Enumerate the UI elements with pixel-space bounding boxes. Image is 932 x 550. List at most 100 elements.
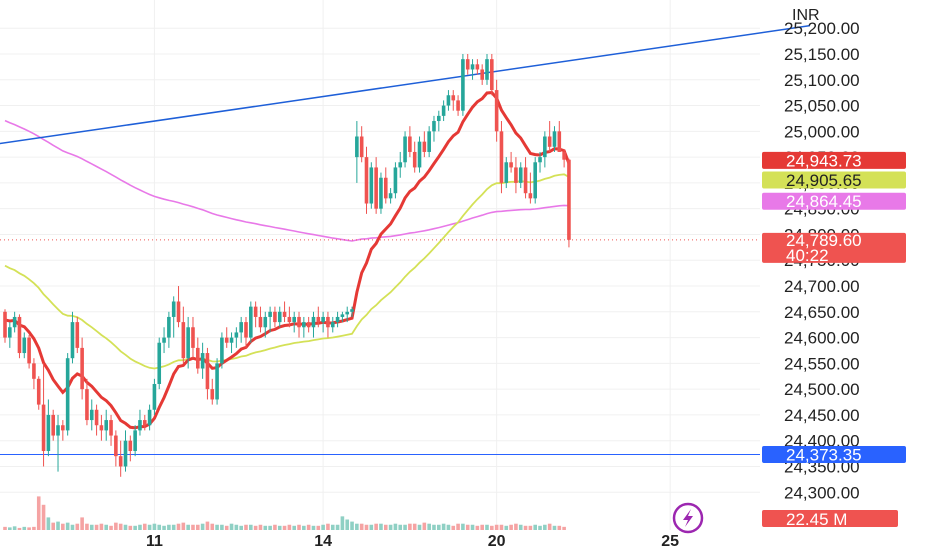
grid (0, 0, 760, 530)
candle-body (528, 193, 533, 199)
volume-bar (114, 522, 118, 530)
candle-body (268, 311, 272, 317)
volume-bar (504, 525, 509, 530)
volume-bar (205, 521, 210, 530)
time-axis[interactable]: 11 14 20 25 (146, 533, 679, 550)
candle-body (302, 322, 306, 328)
volume-bar (22, 526, 27, 530)
candle-body (167, 316, 171, 338)
volume-bar (514, 523, 518, 530)
volume-bar (200, 523, 205, 530)
volume-bar (220, 524, 224, 530)
volume-bar (239, 525, 243, 530)
candle-body (85, 389, 89, 421)
volume-bar (56, 521, 60, 530)
candle-body (485, 59, 489, 80)
volume-bar (547, 523, 552, 530)
candle-body (229, 337, 234, 343)
svg-text:24,864.45: 24,864.45 (786, 192, 862, 211)
volume-bar (162, 525, 166, 530)
volume-bar (27, 527, 31, 530)
volume-bar (287, 524, 292, 530)
candle-body (65, 358, 70, 431)
candle-body (475, 64, 480, 70)
volume-bar (485, 524, 489, 530)
candle-body (12, 316, 17, 328)
volume-bar (316, 525, 321, 530)
volume-bar (302, 525, 306, 530)
candle-body (205, 353, 210, 390)
volume-bar (196, 524, 200, 530)
price-axis[interactable]: 25,200.00 25,150.00 25,100.00 25,050.00 25,0… (784, 19, 860, 502)
candle-body (552, 131, 557, 147)
trendline[interactable] (0, 24, 811, 145)
candle-body (379, 177, 383, 209)
volume-bar (326, 523, 330, 530)
candle-body (340, 314, 345, 317)
volume-bars (3, 496, 566, 530)
candle-body (224, 337, 229, 343)
moving-averages (4, 91, 571, 430)
candle-body (287, 316, 292, 323)
volume-bar (364, 524, 369, 530)
candle-body (470, 64, 475, 70)
volume-bar (552, 525, 557, 530)
candle-body (128, 440, 133, 452)
volume-bar (3, 526, 7, 530)
candle-body (383, 177, 388, 199)
candle-body (321, 316, 325, 323)
volume-bar (258, 524, 263, 530)
candle-body (393, 167, 398, 194)
candle-body (41, 404, 46, 452)
candle-body (99, 425, 104, 431)
volume-bar (461, 523, 465, 530)
candle-body (282, 311, 287, 317)
volume-bar (229, 523, 234, 530)
price-tick-label: 25,100.00 (784, 71, 860, 90)
volume-bar (297, 524, 301, 530)
ema-fast-line (4, 91, 571, 430)
volume-bar (176, 523, 181, 530)
candle-body (480, 69, 484, 80)
candle-body (437, 115, 441, 122)
currency-label: INR (792, 7, 820, 24)
candle-body (490, 59, 494, 91)
candle-body (504, 162, 509, 183)
volume-bar (138, 524, 142, 530)
volume-bar (359, 523, 364, 530)
candle-body (422, 141, 427, 152)
candle-body (123, 440, 128, 467)
volume-bar (65, 522, 70, 530)
candle-body (133, 430, 137, 452)
volume-bar (369, 524, 374, 530)
candle-body (56, 425, 60, 436)
volume-bar (32, 526, 36, 530)
lightning-icon[interactable] (672, 502, 704, 534)
volume-bar (437, 524, 441, 530)
volume-bar (403, 524, 407, 530)
ema-mid-badge: 24,905.65 (762, 171, 906, 190)
svg-text:24,789.60: 24,789.60 (786, 231, 862, 250)
volume-bar (432, 524, 436, 530)
candle-body (335, 316, 340, 323)
volume-bar (104, 524, 109, 530)
volume-bar (157, 524, 162, 530)
candle-body (258, 316, 263, 328)
volume-bar (427, 523, 431, 530)
volume-bar (412, 523, 417, 530)
candle-body (398, 162, 403, 168)
volume-bar (268, 525, 272, 530)
candle-body (427, 131, 431, 152)
volume-bar (355, 523, 359, 530)
candle-body (181, 322, 186, 359)
candle-body (432, 121, 436, 132)
candle-body (456, 100, 460, 111)
candle-body (403, 136, 407, 163)
ema-slow-line (4, 119, 569, 242)
volume-bar (171, 524, 176, 530)
candle-body (118, 456, 123, 467)
candle-body (244, 322, 248, 338)
candle-body (114, 435, 118, 457)
volume-bar (490, 525, 494, 530)
